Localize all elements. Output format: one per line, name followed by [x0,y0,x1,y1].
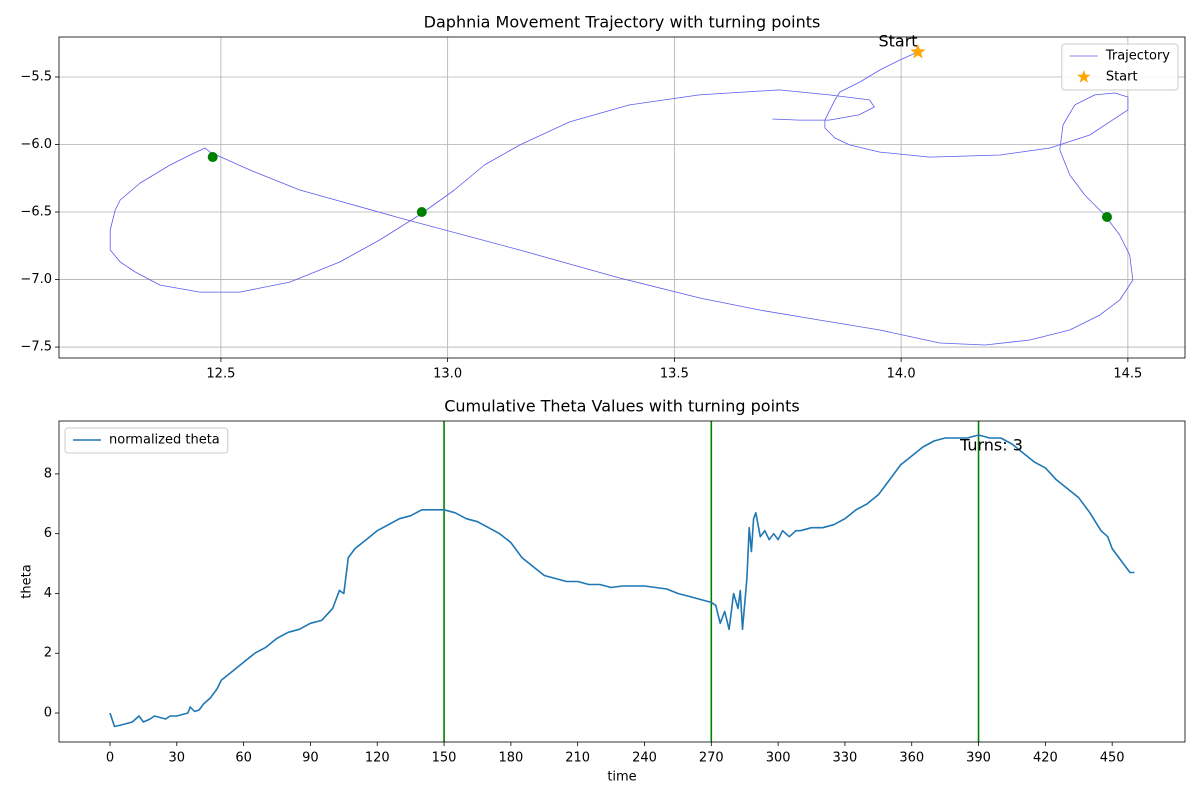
turning-point [416,207,427,218]
legend-box [64,427,229,454]
x-tick-label: 330 [833,751,858,766]
series-line [109,434,1135,728]
x-tick-label: 390 [966,751,991,766]
y-tick-label: −6.5 [20,205,52,220]
y-tick-label: −7.5 [20,340,52,355]
legend-label: normalized theta [109,433,220,448]
y-axis-label: theta [20,564,35,598]
chart-title: Cumulative Theta Values with turning poi… [444,397,800,416]
y-tick-label: 4 [44,586,52,601]
x-tick-label: 13.5 [660,367,689,382]
x-tick-label: 12.5 [206,367,235,382]
x-tick-label: 150 [432,751,457,766]
y-tick-label: 6 [44,526,52,541]
legend-label: Start [1106,70,1138,85]
series-line [109,51,1134,346]
x-tick-label: 240 [632,751,657,766]
x-tick-label: 60 [235,751,252,766]
legend: Trajectory Start [1061,43,1179,91]
x-tick-label: 14.0 [887,367,916,382]
x-tick-label: 120 [365,751,390,766]
x-axis-label: time [607,770,636,785]
start-marker [910,44,926,59]
x-tick-label: 210 [565,751,590,766]
annotation: Turns: 3 [959,436,1023,455]
annotation: Start [878,32,917,51]
x-tick-label: 180 [498,751,523,766]
x-tick-label: 13.0 [433,367,462,382]
x-tick-label: 270 [699,751,724,766]
plot-frame [58,36,1186,359]
y-tick-label: 2 [44,646,52,661]
legend-box [1061,43,1179,91]
y-tick-label: 0 [44,706,52,721]
x-tick-label: 450 [1100,751,1125,766]
legend-star [1077,70,1091,83]
y-tick-label: −5.5 [20,69,52,84]
y-tick-label: 8 [44,466,52,481]
x-tick-label: 420 [1033,751,1058,766]
x-tick-label: 300 [766,751,791,766]
legend-label: Trajectory [1105,49,1170,64]
chart-title: Daphnia Movement Trajectory with turning… [424,13,821,32]
x-tick-label: 0 [106,751,114,766]
legend: normalized theta [64,427,229,454]
x-tick-label: 90 [302,751,319,766]
y-tick-label: −7.0 [20,272,52,287]
x-tick-label: 14.5 [1113,367,1142,382]
plot-frame [58,420,1186,743]
x-tick-label: 360 [899,751,924,766]
y-tick-label: −6.0 [20,137,52,152]
turning-point [207,152,218,163]
x-tick-label: 30 [169,751,186,766]
turning-point [1102,212,1113,223]
